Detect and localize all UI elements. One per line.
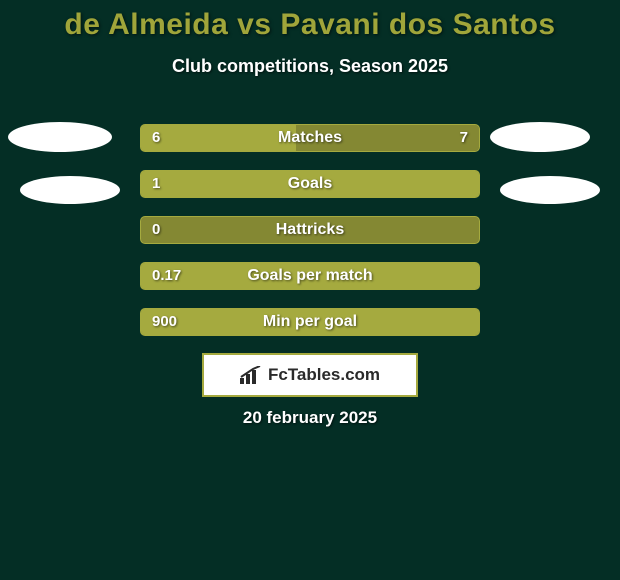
- bar-left-fill: [141, 171, 479, 198]
- bar-left-fill: [141, 263, 479, 290]
- date-label: 20 february 2025: [0, 408, 620, 428]
- stat-bar: [140, 262, 480, 290]
- page-title: de Almeida vs Pavani dos Santos: [0, 0, 620, 42]
- bar-left-fill: [141, 125, 296, 152]
- stat-rows: Matches67Goals1Hattricks0Goals per match…: [0, 120, 620, 350]
- logo-text: FcTables.com: [268, 365, 380, 385]
- bar-right-fill: [296, 125, 479, 152]
- stat-value-left: 0.17: [152, 262, 181, 290]
- player-ellipse-1: [490, 122, 590, 152]
- logo-chart-icon: [240, 366, 262, 384]
- player-ellipse-0: [8, 122, 112, 152]
- bar-left-fill: [141, 309, 479, 336]
- stat-bar: [140, 308, 480, 336]
- player-ellipse-3: [500, 176, 600, 204]
- stat-value-left: 1: [152, 170, 160, 198]
- stat-value-left: 900: [152, 308, 177, 336]
- subtitle: Club competitions, Season 2025: [0, 56, 620, 77]
- stat-row: Goals per match0.17: [0, 258, 620, 304]
- stat-value-left: 6: [152, 124, 160, 152]
- stat-bar: [140, 124, 480, 152]
- stat-value-right: 7: [460, 124, 468, 152]
- comparison-canvas: de Almeida vs Pavani dos Santos Club com…: [0, 0, 620, 580]
- stat-row: Min per goal900: [0, 304, 620, 350]
- stat-value-left: 0: [152, 216, 160, 244]
- stat-row: Hattricks0: [0, 212, 620, 258]
- stat-bar: [140, 216, 480, 244]
- player-ellipse-2: [20, 176, 120, 204]
- stat-bar: [140, 170, 480, 198]
- logo-box: FcTables.com: [202, 353, 418, 397]
